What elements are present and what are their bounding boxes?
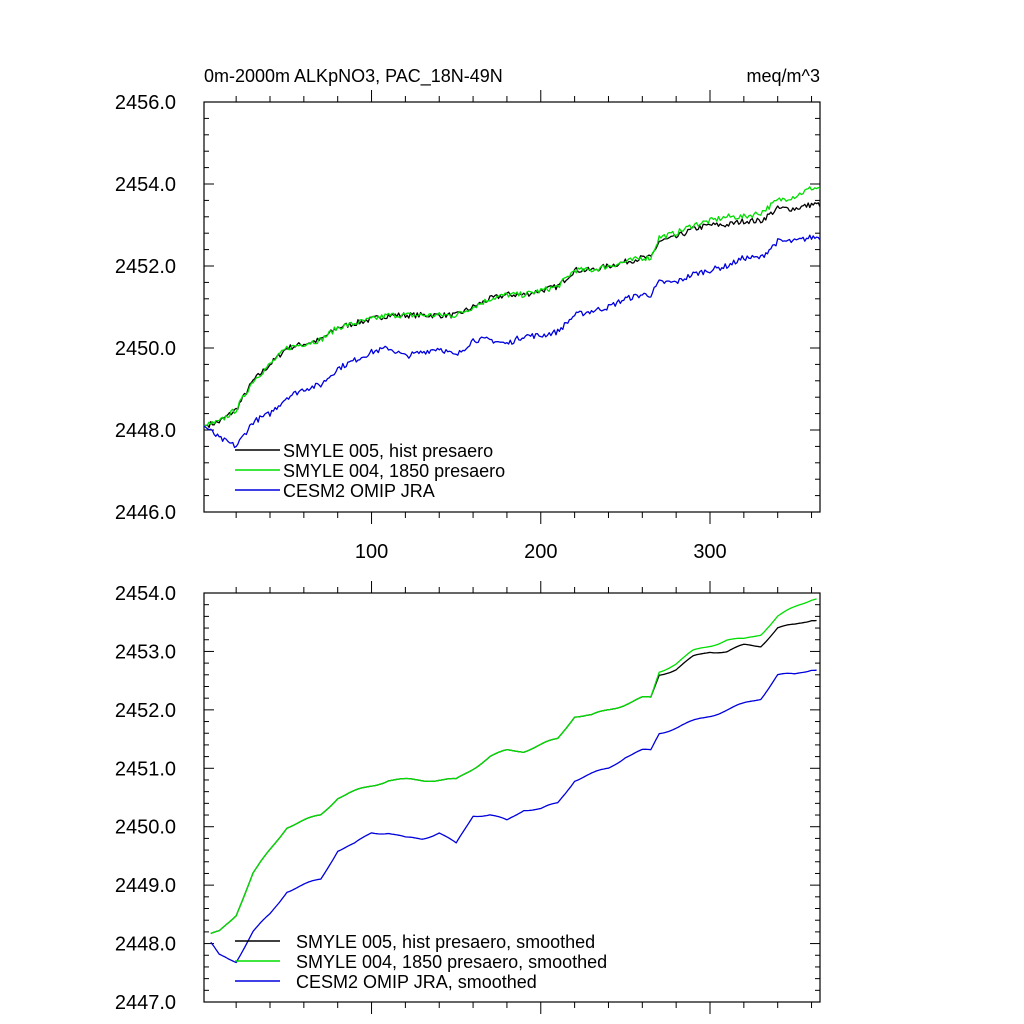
legend-entry: SMYLE 005, hist presaero	[283, 441, 493, 461]
x-tick-label: 100	[355, 541, 388, 563]
series-line	[203, 234, 821, 449]
y-tick-label: 2449.0	[115, 875, 176, 897]
y-tick-label: 2447.0	[115, 992, 176, 1014]
legend-entry: SMYLE 005, hist presaero, smoothed	[296, 932, 595, 952]
y-tick-label: 2456.0	[115, 92, 176, 114]
units-label: meq/m^3	[747, 66, 820, 86]
plot-frame	[203, 101, 821, 513]
top-panel: 2446.0 2448.0 2450.0 2452.0 2454.0 2456.0 100 2…	[115, 66, 821, 563]
chart-title: 0m-2000m ALKpNO3, PAC_18N-49N	[204, 66, 503, 87]
y-tick-label: 2446.0	[115, 502, 176, 524]
series-line	[203, 186, 821, 427]
x-tick-label: 300	[693, 541, 726, 563]
plot-frame	[203, 592, 821, 1003]
y-tick-label: 2448.0	[115, 934, 176, 956]
y-tick-label: 2454.0	[115, 583, 176, 605]
legend-entry: CESM2 OMIP JRA, smoothed	[296, 972, 537, 992]
y-tick-label: 2452.0	[115, 700, 176, 722]
series-line	[210, 598, 817, 935]
legend-entry: CESM2 OMIP JRA	[283, 481, 435, 501]
y-tick-label: 2454.0	[115, 174, 176, 196]
y-tick-label: 2448.0	[115, 420, 176, 442]
y-tick-label: 2450.0	[115, 817, 176, 839]
bottom-panel: 2447.0 2448.0 2449.0 2450.0 2451.0 2452.0 2453…	[115, 581, 821, 1014]
y-tick-label: 2451.0	[115, 758, 176, 780]
y-tick-label: 2452.0	[115, 256, 176, 278]
x-tick-label: 200	[524, 541, 557, 563]
legend-entry: SMYLE 004, 1850 presaero, smoothed	[296, 952, 607, 972]
series-line	[210, 619, 817, 935]
legend-entry: SMYLE 004, 1850 presaero	[283, 461, 505, 481]
series-line	[210, 669, 817, 964]
y-tick-label: 2450.0	[115, 338, 176, 360]
y-tick-label: 2453.0	[115, 641, 176, 663]
